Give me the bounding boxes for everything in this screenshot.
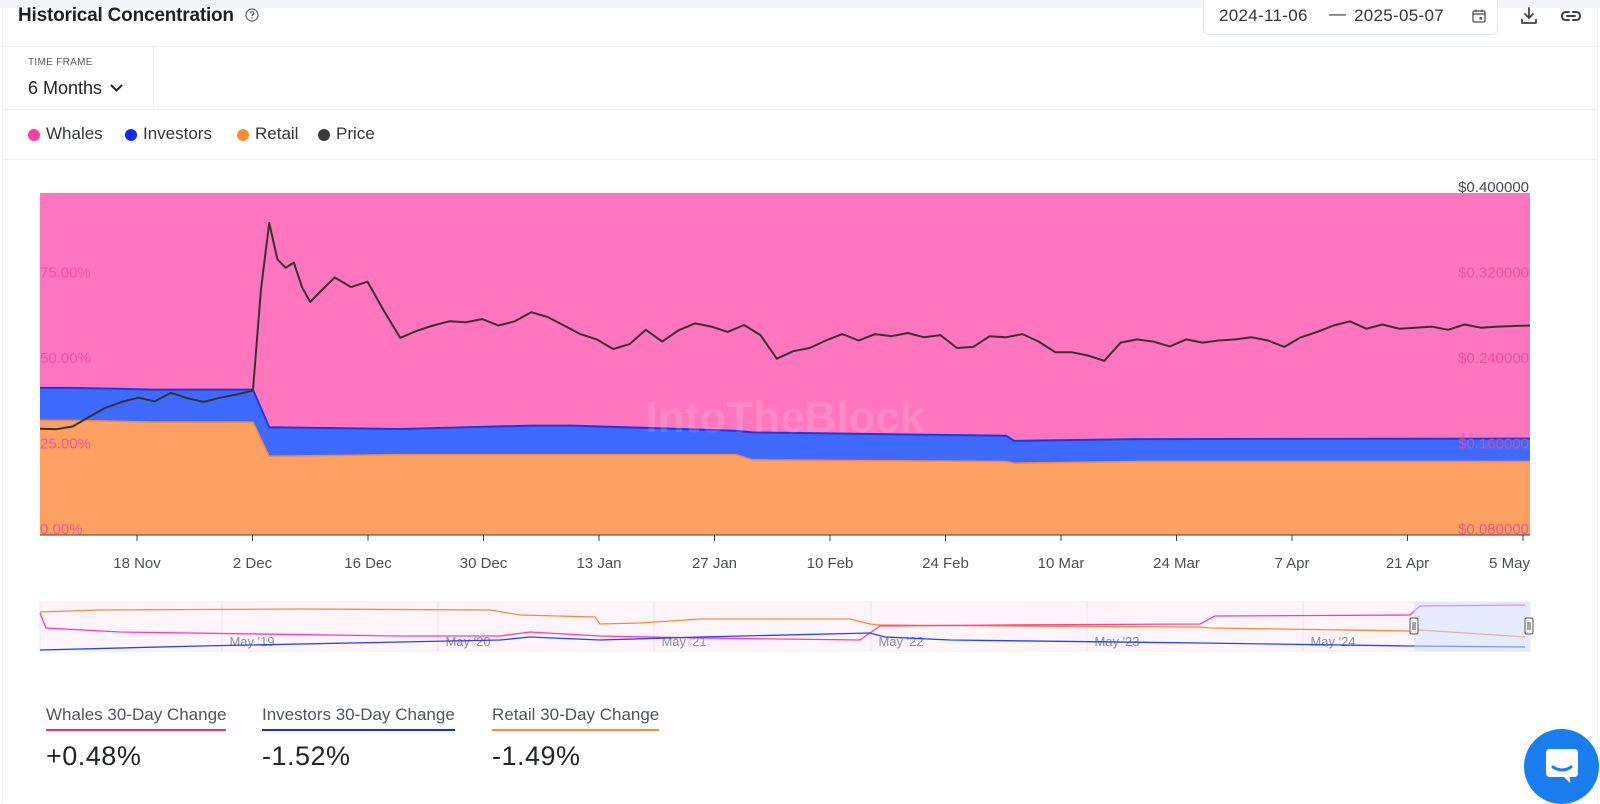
legend-dot-retail (237, 129, 249, 141)
legend-label: Retail (255, 124, 299, 143)
navigator-label: May '19 (229, 634, 274, 649)
top-strip (0, 0, 1600, 8)
date-start[interactable]: 2024-11-06 (1219, 6, 1308, 25)
date-range-picker[interactable]: 2024-11-06 — 2025-05-07 (1203, 0, 1498, 35)
x-tick-label: 10 Feb (807, 555, 854, 572)
y-right-tick-label: $0.240000 (1458, 350, 1529, 367)
stat-investors-change: Investors 30-Day Change -1.52% (262, 705, 455, 772)
legend-dot-investors (125, 129, 137, 141)
stat-whales-change: Whales 30-Day Change +0.48% (46, 705, 227, 772)
stat-value: -1.52% (262, 741, 351, 771)
investors-area[interactable] (40, 387, 1530, 464)
timeframe-label: TIME FRAME (28, 57, 93, 68)
price-line[interactable] (39, 221, 1531, 431)
watermark-text: IntoTheBlock (646, 393, 925, 442)
page-title: Historical Concentration (18, 5, 234, 26)
chevron-down-icon[interactable] (110, 84, 123, 93)
link-icon[interactable] (1560, 6, 1582, 26)
date-end[interactable]: 2025-05-07 (1354, 6, 1444, 25)
legend-divider (2, 159, 1598, 160)
stat-retail-change: Retail 30-Day Change -1.49% (492, 705, 660, 772)
y-left-tick-label: 25.00% (40, 436, 91, 453)
legend-dot-price (318, 129, 330, 141)
legend-label: Price (336, 124, 375, 143)
download-icon[interactable] (1519, 6, 1539, 26)
x-tick-label: 7 Apr (1274, 555, 1309, 572)
stat-label: Retail 30-Day Change (492, 705, 660, 731)
help-icon[interactable] (245, 8, 259, 22)
navigator-handle-right[interactable] (1524, 617, 1534, 635)
y-right-tick-label: $0.400000 (1458, 179, 1529, 196)
y-right-tick-label: $0.320000 (1458, 265, 1529, 282)
navigator-label: May '24 (1310, 634, 1355, 649)
navigator-investors-line (39, 632, 1526, 651)
retail-line (40, 419, 1530, 464)
calendar-icon[interactable] (1472, 9, 1486, 23)
navigator-label: May '22 (878, 634, 923, 649)
navigator-label: May '20 (445, 634, 490, 649)
whales-area[interactable] (40, 193, 1530, 441)
timeframe-selector[interactable]: TIME FRAME 6 Months (2, 47, 154, 109)
navigator-background[interactable] (39, 601, 1531, 652)
investors-line (40, 386, 1531, 442)
date-separator: — (1329, 4, 1346, 23)
stat-value: +0.48% (46, 741, 142, 771)
navigator-whales-line (39, 604, 1526, 641)
x-tick-label: 24 Mar (1153, 555, 1200, 572)
x-tick-label: 27 Jan (692, 555, 737, 572)
y-left-tick-label: 75.00% (40, 265, 91, 282)
stat-label: Whales 30-Day Change (46, 705, 227, 731)
concentration-chart[interactable]: IntoTheBlock 0.00% 25.00% 50.00% 75.00% $0.0… (0, 0, 1600, 700)
header-divider (2, 46, 1598, 47)
navigator-label: May '21 (661, 634, 706, 649)
widget-card (2, 8, 1598, 803)
navigator-handle-left[interactable] (1409, 617, 1419, 635)
legend-dot-whales (28, 129, 40, 141)
legend-label: Whales (46, 124, 103, 143)
x-tick-label: 10 Mar (1038, 555, 1085, 572)
navigator-selection[interactable] (1414, 602, 1530, 651)
x-tick-label: 21 Apr (1386, 555, 1429, 572)
stat-value: -1.49% (492, 741, 581, 771)
retail-area[interactable] (40, 420, 1530, 535)
y-right-tick-label: $0.160000 (1458, 436, 1529, 453)
navigator-retail-line (39, 608, 1526, 638)
y-right-tick-label: $0.080000 (1458, 521, 1529, 538)
timeframe-divider (2, 109, 1598, 110)
timeframe-value[interactable]: 6 Months (28, 78, 103, 98)
legend-label: Investors (143, 124, 212, 143)
y-left-tick-label: 0.00% (40, 521, 83, 538)
x-tick-label: 2 Dec (233, 555, 273, 572)
x-tick-label: 24 Feb (922, 555, 969, 572)
x-tick-label: 30 Dec (460, 555, 508, 572)
stat-label: Investors 30-Day Change (262, 705, 455, 731)
chat-button[interactable] (1524, 729, 1599, 804)
y-left-tick-label: 50.00% (40, 350, 91, 367)
x-tick-label: 13 Jan (576, 555, 621, 572)
x-tick-label: 18 Nov (113, 555, 161, 572)
chat-bubble-icon (1546, 749, 1578, 783)
x-tick-label: 5 May (1489, 555, 1530, 572)
x-tick-label: 16 Dec (344, 555, 392, 572)
